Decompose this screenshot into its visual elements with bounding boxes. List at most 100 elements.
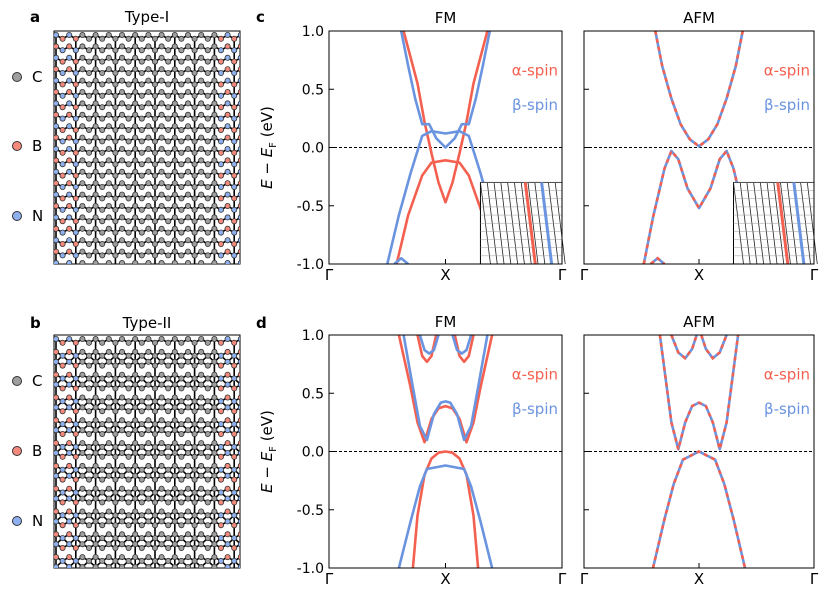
beta-spin-band: [393, 256, 410, 264]
atom: [54, 123, 59, 130]
atom: [198, 449, 205, 456]
atom: [178, 489, 185, 496]
atom: [86, 240, 93, 247]
atom: [54, 225, 59, 232]
atom: [66, 371, 73, 378]
atom: [105, 32, 112, 39]
atom: [79, 145, 86, 152]
atom: [198, 202, 205, 209]
atom: [151, 81, 158, 88]
atom: [184, 485, 191, 492]
atom: [198, 427, 205, 434]
atom: [145, 89, 152, 96]
atom: [61, 263, 64, 264]
atom: [217, 115, 224, 122]
atom: [165, 195, 172, 202]
atom: [66, 43, 73, 50]
atom: [66, 394, 73, 401]
atom: [112, 104, 119, 111]
atom: [191, 352, 198, 359]
atom: [184, 168, 191, 175]
atom: [198, 225, 205, 232]
atom: [204, 35, 211, 42]
atom: [138, 127, 145, 134]
atom: [180, 263, 183, 264]
atom: [165, 375, 172, 382]
atom: [72, 557, 79, 564]
atom: [72, 522, 79, 529]
y-tick-label: 0.0: [302, 141, 324, 157]
atom: [171, 358, 178, 365]
atom: [105, 248, 112, 255]
atom: [184, 404, 191, 411]
atom: [231, 385, 238, 392]
atom: [86, 375, 93, 382]
atom: [54, 100, 59, 107]
atom: [54, 111, 59, 118]
atom: [125, 149, 132, 156]
atom: [178, 352, 185, 359]
atom: [145, 394, 152, 401]
atom: [185, 577, 190, 582]
atom: [224, 472, 231, 479]
atom: [79, 472, 86, 479]
atom: [54, 450, 59, 456]
atom: [204, 252, 211, 259]
atom: [158, 43, 165, 50]
atom: [100, 276, 105, 281]
legend-beta-spin: β-spin: [764, 400, 810, 418]
atom: [178, 522, 185, 529]
atom: [79, 237, 86, 244]
atom: [132, 248, 139, 255]
atom: [198, 157, 205, 164]
y-tick-label: -0.5: [297, 503, 324, 519]
atom: [92, 381, 99, 388]
atom: [158, 485, 165, 492]
atom: [224, 404, 231, 411]
atom: [184, 541, 191, 548]
atom: [60, 276, 65, 281]
x-tick-label: Γ: [810, 266, 819, 284]
atom: [184, 417, 191, 424]
atom: [86, 339, 93, 346]
atom: [237, 225, 240, 232]
atom: [211, 54, 218, 61]
atom: [59, 172, 66, 179]
atom: [205, 581, 210, 586]
atom: [198, 394, 205, 401]
atom: [145, 472, 152, 479]
atom: [112, 499, 119, 506]
alpha-spin-band: [395, 159, 496, 264]
atom: [217, 240, 224, 247]
atom: [112, 398, 119, 405]
atom: [72, 115, 79, 122]
x-tick-label: Γ: [558, 570, 567, 588]
atom: [112, 195, 119, 202]
atom: [191, 545, 198, 552]
atom: [198, 100, 205, 107]
atom: [158, 531, 165, 538]
atom: [224, 168, 231, 175]
x-tick-label: Γ: [325, 570, 334, 588]
atom: [151, 489, 158, 496]
atom: [158, 180, 165, 187]
atom: [237, 508, 240, 515]
atom: [191, 535, 198, 542]
atom: [231, 557, 238, 564]
atom: [151, 161, 158, 168]
atom: [59, 421, 66, 428]
atom: [59, 362, 66, 369]
atom: [151, 149, 158, 156]
atom: [224, 202, 231, 209]
atom: [171, 248, 178, 255]
atom: [125, 35, 132, 42]
atom: [211, 89, 218, 96]
atom: [178, 408, 185, 415]
atom: [165, 149, 172, 156]
atom: [145, 462, 152, 469]
atom: [184, 77, 191, 84]
atom: [217, 352, 224, 359]
atom: [54, 394, 59, 401]
atom: [59, 499, 66, 506]
atom: [171, 462, 178, 469]
